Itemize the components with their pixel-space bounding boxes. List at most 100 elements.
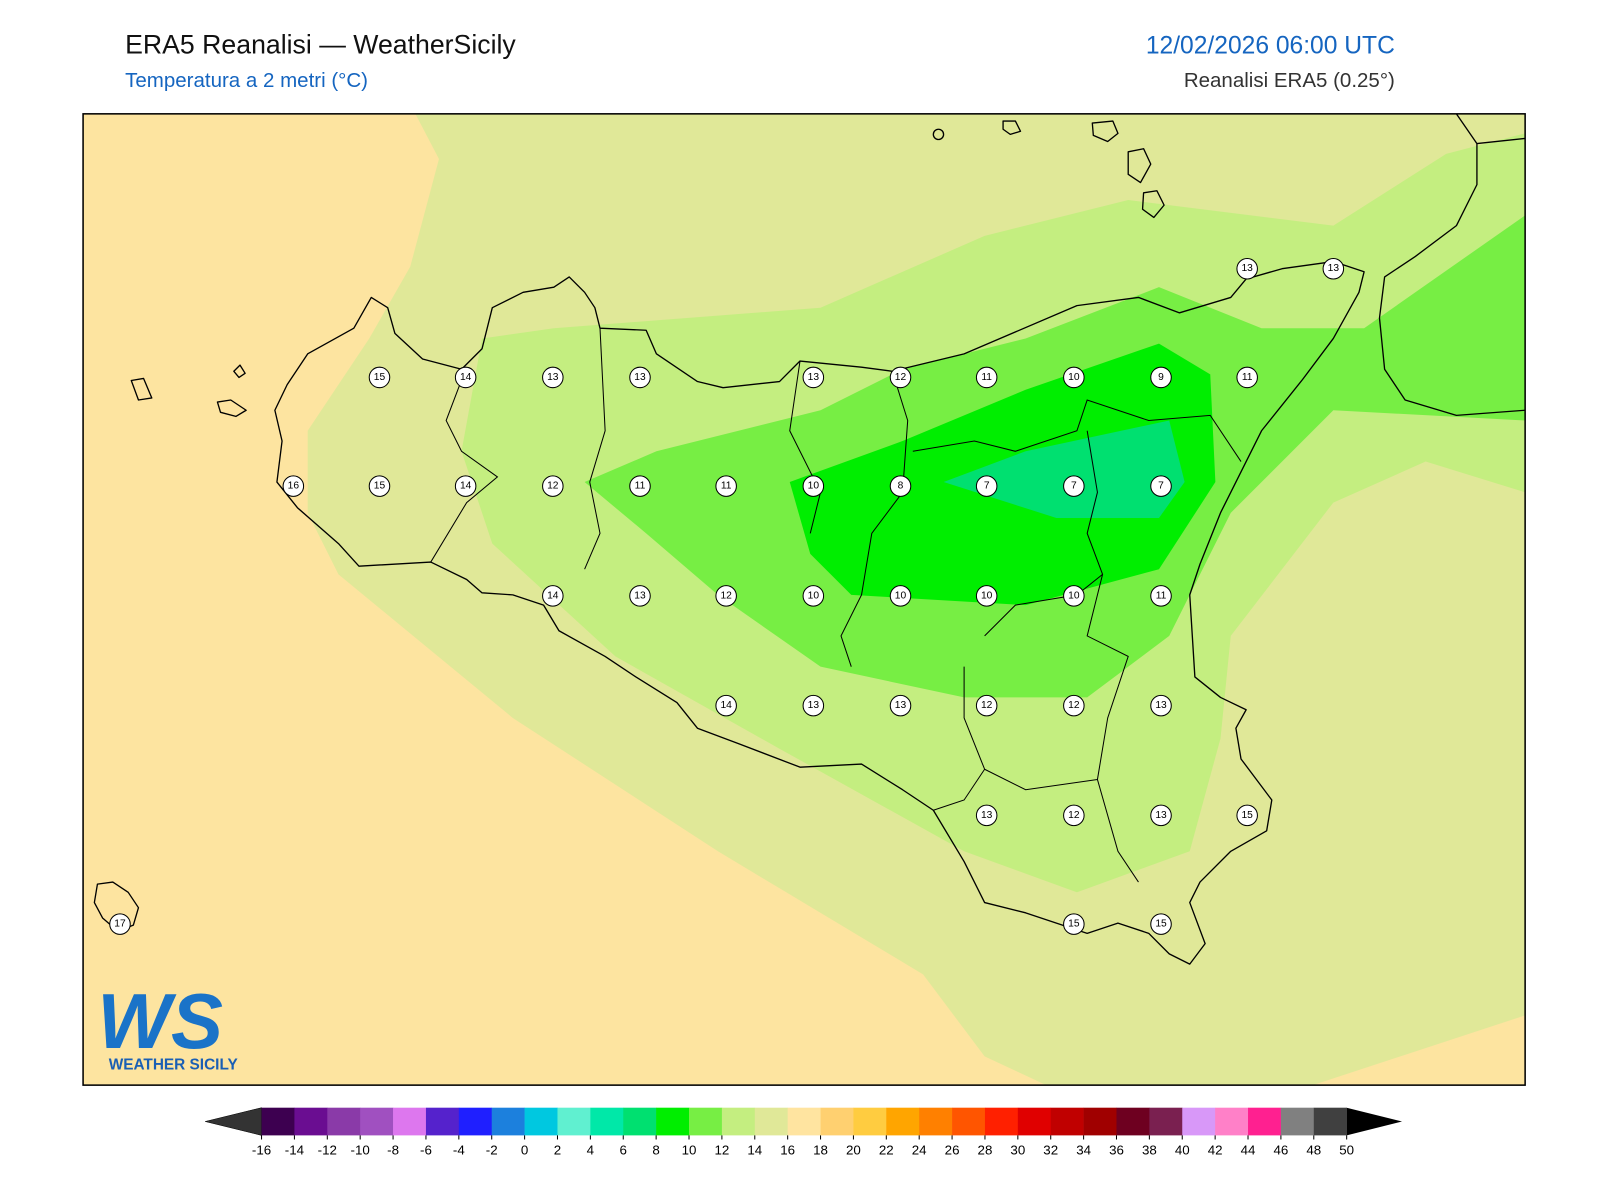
colorbar-tick-label: 28 xyxy=(978,1142,993,1157)
station-value: 15 xyxy=(374,372,386,383)
colorbar-tick-label: 44 xyxy=(1241,1142,1256,1157)
station-marker xyxy=(802,475,825,497)
colorbar-segment xyxy=(1215,1107,1249,1136)
colorbar-segment xyxy=(1182,1107,1216,1136)
colorbar-segment xyxy=(491,1107,525,1136)
colorbar-segment xyxy=(721,1107,756,1136)
station-marker xyxy=(1150,475,1172,497)
colorbar-segment xyxy=(458,1107,493,1136)
station-value: 13 xyxy=(808,700,820,711)
station-value: 13 xyxy=(808,372,820,383)
station-marker xyxy=(1063,475,1085,497)
logo: WS WEATHER SICILY xyxy=(97,977,237,1074)
colorbar-over xyxy=(1346,1107,1403,1136)
station-value: 14 xyxy=(460,481,472,492)
station-marker xyxy=(629,585,651,607)
station-value: 7 xyxy=(984,481,990,492)
station-marker xyxy=(889,475,912,497)
station-marker xyxy=(368,475,391,497)
station-marker xyxy=(1236,257,1258,280)
colorbar-tick-label: 16 xyxy=(780,1142,795,1157)
station-marker xyxy=(975,585,998,607)
colorbar-tick-label: 10 xyxy=(682,1142,697,1157)
station-marker xyxy=(1150,585,1172,607)
station-value: 15 xyxy=(1068,919,1080,930)
station-marker xyxy=(889,366,912,389)
subtitle: Temperatura a 2 metri (°C) xyxy=(125,69,368,92)
station-marker xyxy=(1150,694,1172,717)
station-value: 7 xyxy=(1071,481,1077,492)
colorbar-segment xyxy=(1017,1107,1052,1136)
colorbar-segment xyxy=(261,1107,295,1136)
station-marker xyxy=(542,366,564,389)
station-value: 15 xyxy=(374,481,386,492)
station-value: 11 xyxy=(1242,372,1253,383)
station-value: 13 xyxy=(895,700,907,711)
colorbar-tick-label: -16 xyxy=(252,1142,271,1157)
station-marker xyxy=(1063,804,1085,827)
colorbar-tick-label: 24 xyxy=(912,1142,927,1157)
station-value: 14 xyxy=(720,700,732,711)
colorbar-segment xyxy=(294,1107,328,1136)
colorbar-segment xyxy=(754,1107,788,1136)
colorbar-tick-label: 2 xyxy=(554,1142,561,1157)
station-marker xyxy=(1150,913,1172,935)
colorbar-tick-label: 36 xyxy=(1109,1142,1124,1157)
station-marker xyxy=(975,366,998,389)
colorbar-segment xyxy=(623,1107,657,1136)
colorbar-tick-label: 42 xyxy=(1208,1142,1223,1157)
coastline-calabria xyxy=(1378,113,1526,417)
station-marker xyxy=(1322,257,1345,280)
colorbar-tick-label: 46 xyxy=(1273,1142,1288,1157)
colorbar-tick-label: 34 xyxy=(1076,1142,1091,1157)
colorbar-segment xyxy=(656,1107,690,1136)
colorbar-segment xyxy=(919,1107,953,1136)
station-marker xyxy=(802,366,825,389)
colorbar-segment xyxy=(787,1107,821,1136)
datetime: 12/02/2026 06:00 UTC xyxy=(1146,32,1395,59)
colorbar-segment xyxy=(557,1107,591,1136)
colorbar-segment xyxy=(1149,1107,1183,1136)
islands xyxy=(93,120,1165,932)
station-value: 10 xyxy=(895,590,907,601)
stations: 15 14 13 13 13 12 11 10 9 11 13 13 16 15 14 12 11 11 10 8 7 7… xyxy=(109,257,1345,935)
colorbar-tick-label: 26 xyxy=(945,1142,960,1157)
station-value: 12 xyxy=(547,481,559,492)
colorbar-segment xyxy=(820,1107,854,1136)
colorbar-tick-label: 48 xyxy=(1306,1142,1321,1157)
station-value: 11 xyxy=(981,372,992,383)
station-value: 11 xyxy=(1156,590,1167,601)
station-marker xyxy=(715,475,737,497)
station-value: 8 xyxy=(898,481,904,492)
colorbar-tick-label: 30 xyxy=(1010,1142,1025,1157)
colorbar-tick-label: -6 xyxy=(420,1142,432,1157)
station-value: 15 xyxy=(1155,919,1167,930)
colorbar-tick-label: 20 xyxy=(846,1142,861,1157)
colorbar-segment xyxy=(689,1107,723,1136)
colorbar-tick-label: 14 xyxy=(747,1142,762,1157)
station-marker xyxy=(975,475,998,497)
colorbar-segment xyxy=(425,1107,460,1136)
station-value: 15 xyxy=(1241,810,1253,821)
station-value: 11 xyxy=(635,481,646,492)
station-value: 10 xyxy=(808,481,820,492)
station-marker xyxy=(1150,804,1172,827)
logo-initials: WS xyxy=(97,977,223,1065)
colorbar-segment xyxy=(1313,1107,1347,1136)
colorbar-tick-label: 32 xyxy=(1043,1142,1058,1157)
station-marker xyxy=(975,694,998,717)
station-value: 12 xyxy=(1068,810,1080,821)
station-value: 7 xyxy=(1158,481,1164,492)
colorbar: -16 -14 -12 -10 -8 -6 -4 -2 0 2 4 6 8 10 12 14 16 18 20 22 2… xyxy=(205,1107,1403,1157)
colorbar-segment xyxy=(360,1107,394,1136)
station-value: 12 xyxy=(1068,700,1080,711)
station-marker xyxy=(1063,366,1085,389)
field-16 xyxy=(83,113,1047,1086)
colorbar-tick-label: 4 xyxy=(587,1142,595,1157)
station-value: 9 xyxy=(1158,372,1164,383)
station-marker xyxy=(629,475,651,497)
map-frame xyxy=(82,113,1526,1086)
colorbar-segment xyxy=(524,1107,558,1136)
province-borders xyxy=(430,328,1242,883)
colorbar-segment xyxy=(886,1107,920,1136)
